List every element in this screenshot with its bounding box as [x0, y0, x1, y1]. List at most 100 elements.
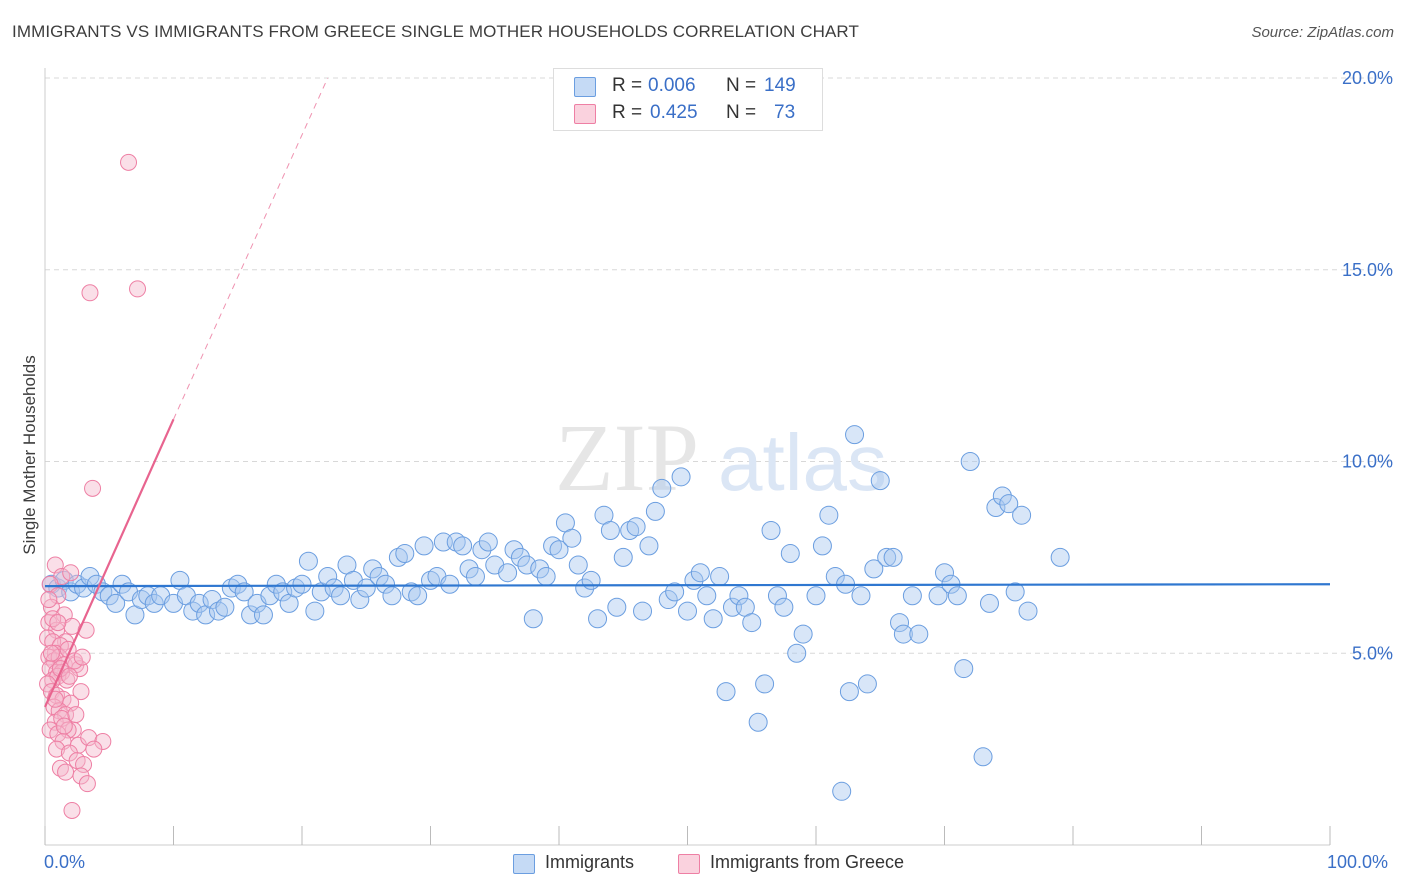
immigrants-point: [652, 478, 672, 498]
immigrants-point: [305, 601, 325, 621]
immigrants-point: [600, 521, 620, 541]
immigrants-point: [324, 578, 344, 598]
immigrants-point: [633, 601, 653, 621]
greece-point: [46, 690, 64, 708]
immigrants-point: [1018, 601, 1038, 621]
y-tick-label: 10.0%: [1342, 452, 1393, 472]
immigrants-point: [877, 547, 897, 567]
immigrants-point: [658, 590, 678, 610]
greece-trend-extension: [173, 77, 329, 420]
immigrants-point: [504, 540, 524, 560]
legend-label: Immigrants from Greece: [710, 852, 905, 872]
immigrants-point: [331, 586, 351, 606]
immigrants-point: [395, 544, 415, 564]
immigrants-point: [273, 582, 293, 602]
immigrants-point: [645, 501, 665, 521]
immigrants-point: [870, 471, 890, 491]
r-value: 0.006: [648, 75, 696, 96]
greece-point: [55, 717, 73, 735]
greece-point: [85, 740, 103, 758]
immigrants-point: [812, 536, 832, 556]
legend-swatch-pink: [574, 104, 596, 124]
legend-swatch-pink: [678, 854, 700, 874]
immigrants-point: [748, 712, 768, 732]
greece-trend-line: [43, 418, 175, 708]
immigrants-point: [678, 601, 697, 621]
greece-point: [84, 479, 102, 497]
immigrants-point: [266, 574, 286, 594]
greece-point: [73, 648, 91, 666]
immigrants-point: [607, 597, 627, 617]
immigrants-point: [639, 536, 659, 556]
n-label: N =: [726, 102, 757, 123]
immigrants-point: [780, 544, 800, 564]
immigrants-point: [973, 747, 993, 767]
immigrants-point: [832, 781, 852, 801]
watermark-zip: ZIP: [555, 404, 699, 511]
immigrants-point: [472, 540, 492, 560]
immigrants-point: [613, 547, 633, 567]
immigrants-point: [819, 505, 839, 525]
greece-point: [40, 591, 58, 609]
immigrants-point: [902, 586, 922, 606]
immigrants-point: [755, 674, 775, 694]
immigrants-point: [510, 547, 530, 567]
series-immigrants-points: [41, 425, 1070, 801]
y-tick-label: 15.0%: [1342, 260, 1393, 280]
immigrants-point: [183, 601, 203, 621]
greece-point: [120, 153, 138, 171]
n-label: N =: [726, 75, 757, 96]
immigrants-trend-line: [44, 583, 1331, 588]
immigrants-point: [536, 567, 556, 587]
immigrants-point: [440, 574, 460, 594]
immigrants-point: [845, 425, 865, 445]
immigrants-point: [562, 528, 582, 548]
r-label: R =: [612, 75, 643, 96]
immigrants-point: [909, 624, 929, 644]
greece-point: [77, 621, 95, 639]
immigrants-point: [979, 593, 999, 613]
immigrants-point: [459, 559, 479, 579]
immigrants-point: [549, 540, 569, 560]
immigrants-point: [581, 570, 601, 590]
r-label: R =: [612, 102, 643, 123]
immigrants-point: [363, 559, 383, 579]
immigrants-point: [575, 578, 595, 598]
immigrants-point: [710, 567, 730, 587]
immigrants-point: [106, 593, 126, 613]
immigrants-point: [588, 609, 608, 629]
immigrants-point: [253, 605, 273, 625]
series-greece-points: [39, 153, 147, 819]
immigrants-point: [947, 586, 967, 606]
y-tick-label: 5.0%: [1352, 643, 1393, 663]
immigrants-point: [453, 536, 473, 556]
immigrants-point: [883, 547, 903, 567]
greece-point: [42, 644, 60, 662]
immigrants-point: [806, 586, 826, 606]
legend-swatch-blue: [513, 854, 535, 874]
immigrants-point: [671, 467, 691, 487]
immigrants-point: [999, 494, 1019, 514]
immigrants-point: [703, 609, 723, 629]
grid-lines: [45, 77, 1392, 654]
chart-title: IMMIGRANTS VS IMMIGRANTS FROM GREECE SIN…: [12, 22, 859, 41]
immigrants-point: [935, 563, 954, 583]
greece-point: [60, 667, 78, 685]
greece-point: [78, 775, 96, 793]
greece-point: [67, 706, 85, 724]
x-tick-min: 0.0%: [44, 852, 86, 872]
immigrants-point: [144, 593, 164, 613]
legend-label: Immigrants: [545, 852, 635, 872]
immigrants-point: [498, 563, 518, 583]
series-legend: Immigrants Immigrants from Greece: [0, 852, 1406, 876]
immigrants-point: [1012, 505, 1032, 525]
stats-legend: R = 0.006 N = 149 R = 0.425 N = 73: [553, 68, 823, 131]
greece-point: [81, 284, 99, 302]
greece-point: [57, 763, 75, 781]
immigrants-point: [478, 532, 498, 552]
axes: [44, 68, 1331, 846]
n-value: 73: [774, 102, 796, 123]
n-value: 149: [764, 75, 796, 96]
immigrants-point: [665, 582, 685, 602]
